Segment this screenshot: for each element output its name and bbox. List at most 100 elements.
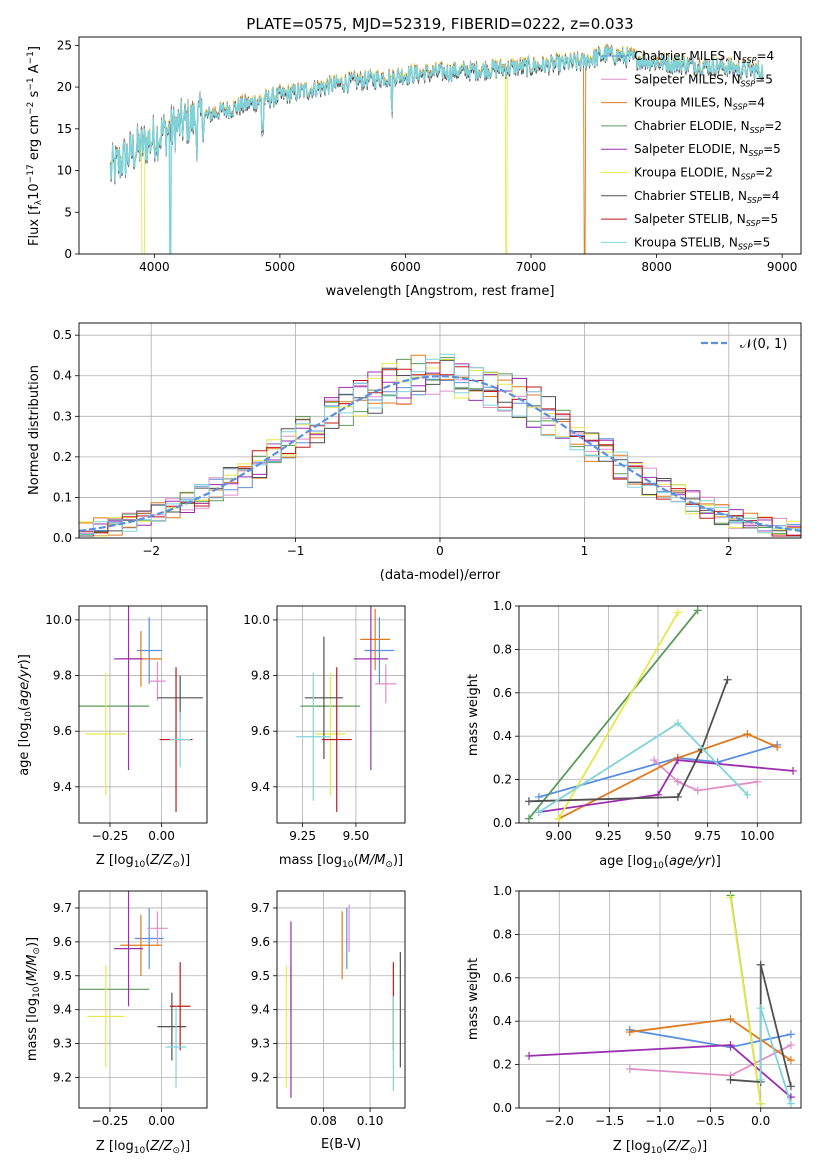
y-tick-label: 0.0: [493, 1101, 512, 1115]
plot-area: [79, 891, 191, 1088]
weight-line: [558, 733, 778, 820]
y-tick-label: 10.0: [243, 613, 270, 627]
x-tick-label: −1.0: [645, 1114, 674, 1128]
x-tick-label: 0.00: [148, 1114, 175, 1128]
age-weight-panel: 9.00 9.25 9.50 9.75 10.00 0.0 0.2 0.4 0.6 0.8 1.0 a…: [466, 599, 802, 871]
weight-marker: [753, 777, 762, 786]
axes-frame: [78, 322, 802, 539]
x-tick-label: 9.75: [694, 829, 721, 843]
x-tick-label: −0.25: [92, 829, 129, 843]
weight-marker: [673, 756, 682, 765]
histogram-step: [79, 353, 801, 538]
x-tick-label: 0.00: [148, 829, 175, 843]
legend-label: 𝒩(0, 1): [740, 337, 787, 352]
weight-marker: [756, 960, 765, 969]
y-axis-label: age [log10(age/yr)]: [17, 654, 34, 776]
x-axis-label: wavelength [Angstrom, rest frame]: [326, 284, 555, 299]
x-tick-label: 9.00: [545, 829, 572, 843]
weight-line: [653, 759, 758, 792]
weight-marker: [786, 1082, 795, 1091]
x-tick-label: 6000: [390, 260, 421, 274]
x-tick-label: −1.5: [595, 1114, 624, 1128]
y-tick-label: 25: [57, 38, 72, 52]
metallicity-age-panel: −0.25 0.00 9.4 9.6 9.8 10.0 Z [log10(Z/Z⊙)] age…: [17, 605, 208, 870]
weight-marker: [786, 1041, 795, 1050]
weight-marker: [524, 797, 533, 806]
y-tick-label: 0.2: [493, 1058, 512, 1072]
axes-frame: [518, 890, 802, 1109]
y-tick-label: 9.5: [251, 969, 270, 983]
weight-marker: [726, 1075, 735, 1084]
legend-label: Chabrier ELODIE, NSSP=2: [634, 119, 782, 135]
weight-marker: [554, 814, 563, 823]
weight-marker: [673, 777, 682, 786]
x-tick-label: 4000: [139, 260, 170, 274]
weight-marker: [693, 786, 702, 795]
weight-marker: [650, 756, 659, 765]
y-axis-label: mass weight: [466, 674, 481, 756]
x-axis-label: age [log10(age/yr)]: [599, 854, 721, 871]
weight-line: [729, 897, 762, 1104]
weight-marker: [697, 745, 706, 754]
weight-marker: [673, 608, 682, 617]
x-tick-label: −0.5: [696, 1114, 725, 1128]
y-tick-label: 0.6: [493, 971, 512, 985]
legend-label: Salpeter MILES, NSSP=5: [634, 72, 773, 88]
weight-marker: [625, 1028, 634, 1037]
x-tick-label: 0.08: [310, 1114, 337, 1128]
weight-marker: [723, 675, 732, 684]
y-tick-label: 10: [57, 164, 72, 178]
weight-line: [538, 744, 778, 798]
y-tick-label: 9.4: [53, 1003, 72, 1017]
y-axis-label: Flux [fλ10−17 erg cm−2 s−1 A−1]: [26, 46, 44, 246]
axes-frame: [78, 36, 802, 255]
legend-label: Chabrier STELIB, NSSP=4: [634, 189, 779, 205]
weight-marker: [726, 893, 735, 902]
x-tick-label: −2: [142, 544, 160, 558]
metallicity-mass-panel: −0.25 0.00 9.2 9.3 9.4 9.5 9.6 9.7 Z [log10(Z/Z⊙…: [25, 890, 208, 1156]
weight-line: [557, 612, 679, 820]
y-tick-label: 1.0: [493, 599, 512, 613]
x-tick-label: 0: [436, 544, 444, 558]
weight-marker: [786, 1099, 795, 1108]
weight-marker: [786, 1030, 795, 1039]
x-tick-label: 8000: [641, 260, 672, 274]
x-tick-label: 0.10: [357, 1114, 384, 1128]
axes-frame: [78, 890, 208, 1109]
y-tick-label: 9.5: [53, 969, 72, 983]
legend: Chabrier MILES, NSSP=4 Salpeter MILES, NS…: [601, 49, 782, 251]
y-tick-label: 9.3: [53, 1037, 72, 1051]
y-tick-label: 9.2: [251, 1070, 270, 1084]
x-axis-label: Z [log10(Z/Z⊙)]: [613, 1139, 707, 1156]
axes-frame: [78, 605, 208, 824]
y-tick-label: 0.8: [493, 927, 512, 941]
y-tick-label: 9.6: [53, 935, 72, 949]
weight-marker: [743, 790, 752, 799]
y-tick-label: 15: [57, 122, 72, 136]
plot-area: [285, 904, 401, 1098]
extinction-mass-panel: 0.08 0.10 9.2 9.3 9.4 9.5 9.6 9.7 E(B-V): [251, 890, 406, 1152]
chart-title: PLATE=0575, MJD=52319, FIBERID=0222, z=0…: [246, 15, 633, 33]
histogram-panel: −2 −1 0 1 2 0.0 0.1 0.2 0.3 0.4 0.5 (data-model)/er…: [27, 322, 802, 583]
x-tick-label: 10.00: [740, 829, 774, 843]
weight-marker: [786, 1056, 795, 1065]
weight-marker: [673, 719, 682, 728]
x-axis-label: mass [log10(M/M⊙)]: [279, 853, 403, 870]
mass-age-panel: 9.25 9.50 9.4 9.6 9.8 10.0 mass [log10(M/M⊙)]: [243, 605, 406, 870]
legend-label: Kroupa STELIB, NSSP=5: [634, 235, 770, 251]
x-tick-label: 5000: [265, 260, 296, 274]
y-tick-label: 1.0: [493, 884, 512, 898]
y-tick-label: 0.0: [493, 816, 512, 830]
x-axis-label: E(B-V): [321, 1137, 361, 1152]
weight-marker: [534, 808, 543, 817]
legend-label: Kroupa ELODIE, NSSP=2: [634, 166, 773, 182]
x-axis-label: Z [log10(Z/Z⊙)]: [96, 1139, 190, 1156]
weight-marker: [524, 814, 533, 823]
weight-marker: [693, 606, 702, 615]
plot-area: [79, 353, 801, 538]
y-tick-label: 0: [64, 247, 72, 261]
y-tick-label: 0.0: [53, 531, 72, 545]
x-tick-label: −1: [287, 544, 305, 558]
y-tick-label: 9.8: [251, 669, 270, 683]
y-axis-label: Normed distribution: [27, 365, 42, 495]
